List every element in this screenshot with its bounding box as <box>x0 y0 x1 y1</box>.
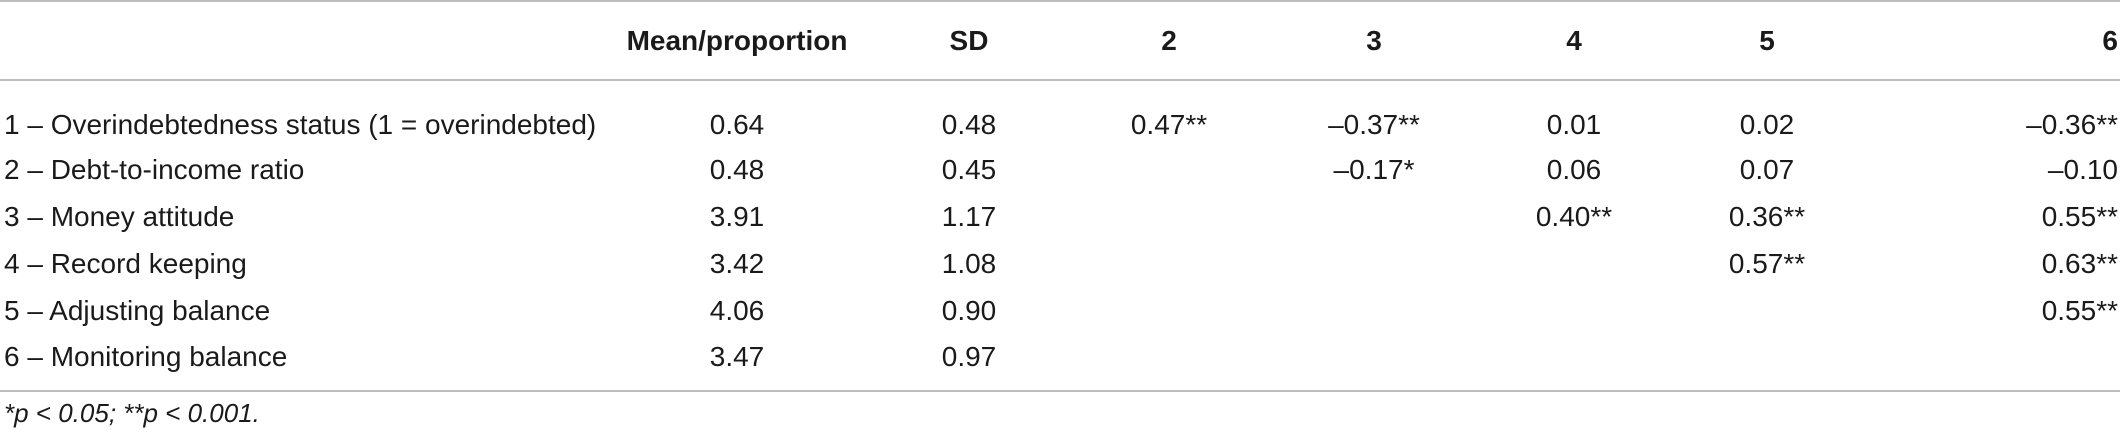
cell-corr-6: –0.36** <box>2026 108 2118 140</box>
cell-mean: 4.06 <box>709 294 765 326</box>
cell-sd: 0.90 <box>941 294 997 326</box>
cell-mean: 3.47 <box>600 334 874 392</box>
header-cell-5: 5 <box>1674 0 1860 81</box>
cell-sd: 0.45 <box>941 153 997 185</box>
table-row: 6 – Monitoring balance 3.47 0.97 <box>0 334 2120 392</box>
cell-corr-6: 0.63** <box>2041 247 2118 279</box>
cell-sd: 0.48 <box>941 108 997 140</box>
cell-corr-5: 0.07 <box>1739 153 1795 185</box>
cell-corr-2 <box>1064 193 1274 240</box>
header-cell-mean: Mean/proportion <box>600 0 874 81</box>
table-footnote: *p < 0.05; **p < 0.001. <box>4 398 260 428</box>
cell-corr-6 <box>1860 334 2120 392</box>
cell-corr-6: 0.55** <box>2041 294 2118 326</box>
cell-mean: 3.42 <box>709 247 765 279</box>
cell-corr-4 <box>1474 287 1674 334</box>
cell-corr-3 <box>1274 240 1474 287</box>
table-row: 5 – Adjusting balance 4.06 0.90 0.55** <box>0 287 2120 334</box>
cell-corr-5 <box>1674 334 1860 392</box>
row-label: 1 – Overindebtedness status (1 = overind… <box>4 108 597 140</box>
cell-corr-5: 0.57** <box>1728 247 1806 279</box>
cell-mean: 0.64 <box>709 108 765 140</box>
cell-corr-2: 0.47** <box>1130 108 1208 140</box>
cell-sd: 0.97 <box>874 334 1064 392</box>
cell-corr-3 <box>1274 334 1474 392</box>
cell-mean: 3.91 <box>709 200 765 232</box>
header-cell-label <box>0 0 600 81</box>
table-row: 4 – Record keeping 3.42 1.08 0.57** 0.63… <box>0 240 2120 287</box>
header-row: Mean/proportion SD 2 3 4 5 6 <box>0 0 2120 81</box>
cell-corr-4: 0.01 <box>1546 108 1602 140</box>
cell-corr-6: –0.10 <box>2047 153 2118 185</box>
header-cell-2: 2 <box>1064 0 1274 81</box>
cell-corr-3 <box>1274 287 1474 334</box>
cell-corr-4: 0.40** <box>1535 200 1613 232</box>
table-row: 2 – Debt-to-income ratio 0.48 0.45 –0.17… <box>0 146 2120 193</box>
row-label: 5 – Adjusting balance <box>4 294 271 326</box>
cell-corr-6: 0.55** <box>2041 200 2118 232</box>
row-label: 3 – Money attitude <box>4 200 235 232</box>
cell-corr-2 <box>1064 146 1274 193</box>
row-label: 2 – Debt-to-income ratio <box>4 153 305 185</box>
cell-corr-5: 0.36** <box>1728 200 1806 232</box>
cell-corr-4 <box>1474 334 1674 392</box>
header-cell-4: 4 <box>1474 0 1674 81</box>
cell-corr-2 <box>1064 240 1274 287</box>
cell-corr-2 <box>1064 287 1274 334</box>
cell-corr-3: –0.37** <box>1328 108 1420 140</box>
cell-corr-5: 0.02 <box>1739 108 1795 140</box>
cell-corr-3: –0.17* <box>1333 153 1415 185</box>
cell-corr-4 <box>1474 240 1674 287</box>
cell-sd: 1.17 <box>941 200 997 232</box>
header-cell-3: 3 <box>1274 0 1474 81</box>
correlation-table: Mean/proportion SD 2 3 4 5 6 1 – Overind… <box>0 0 2120 392</box>
cell-corr-2 <box>1064 334 1274 392</box>
table-row: 1 – Overindebtedness status (1 = overind… <box>0 80 2120 146</box>
header-cell-sd: SD <box>874 0 1064 81</box>
cell-mean: 0.48 <box>709 153 765 185</box>
cell-corr-3 <box>1274 193 1474 240</box>
row-label: 6 – Monitoring balance <box>0 334 600 392</box>
row-label: 4 – Record keeping <box>4 247 247 279</box>
header-cell-6: 6 <box>1860 0 2120 81</box>
cell-corr-5 <box>1674 287 1860 334</box>
table-row: 3 – Money attitude 3.91 1.17 0.40** 0.36… <box>0 193 2120 240</box>
cell-corr-4: 0.06 <box>1546 153 1602 185</box>
cell-sd: 1.08 <box>941 247 997 279</box>
